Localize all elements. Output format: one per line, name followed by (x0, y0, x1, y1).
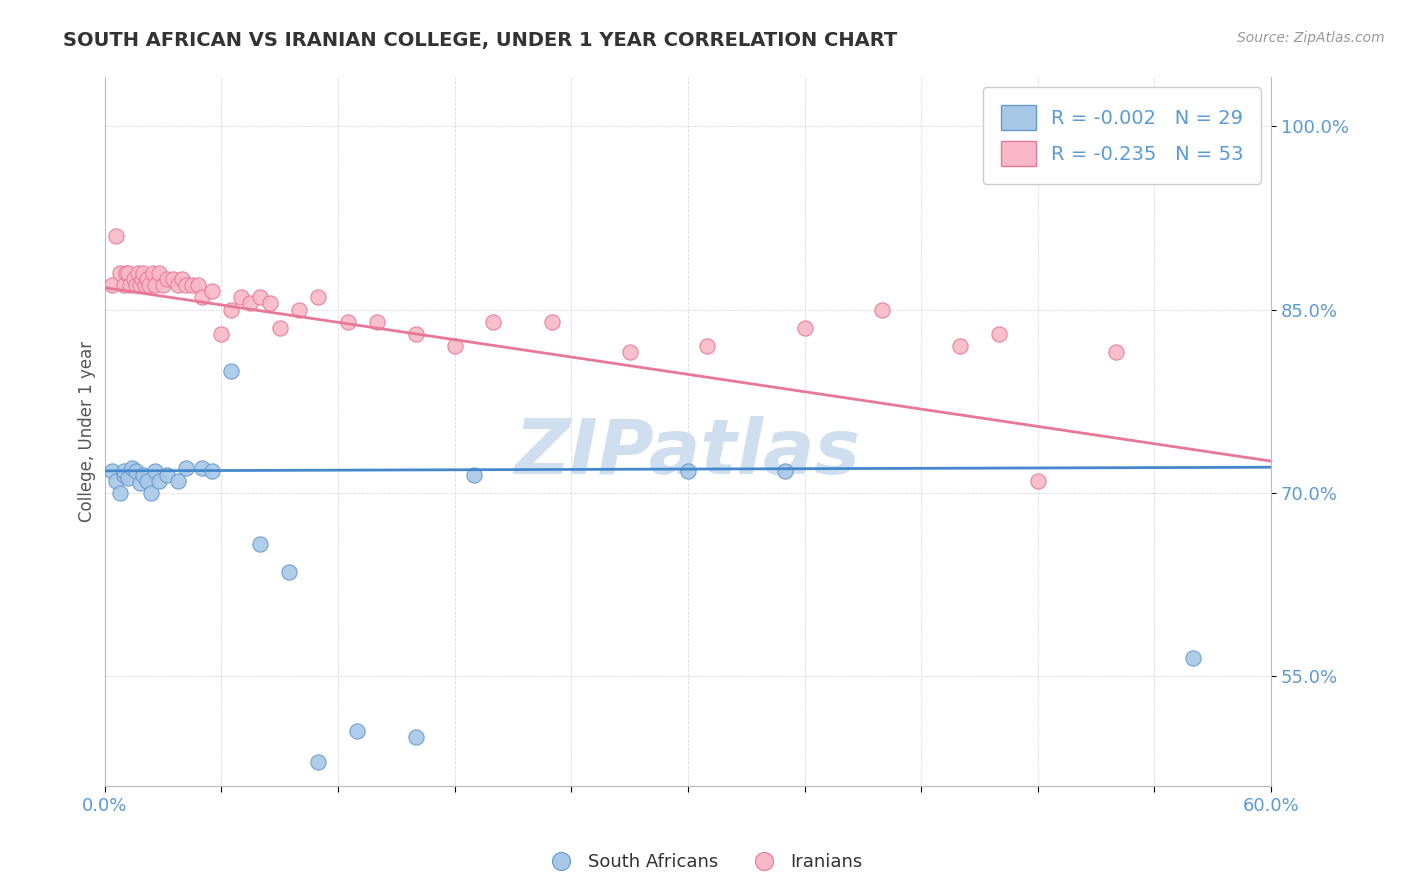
Point (269, 321, 291, 335)
Point (122, 272, 145, 286)
Point (138, 278, 160, 293)
Point (162, 272, 184, 286)
Point (143, 464, 166, 478)
Point (676, 464, 699, 478)
Point (105, 474, 128, 488)
Point (132, 266, 155, 280)
Point (366, 315, 388, 329)
Point (156, 467, 179, 482)
Point (117, 471, 139, 485)
Text: Source: ZipAtlas.com: Source: ZipAtlas.com (1237, 31, 1385, 45)
Point (405, 731, 427, 745)
Point (118, 278, 141, 293)
Point (336, 315, 359, 329)
Point (131, 272, 153, 286)
Point (346, 724, 368, 739)
Text: SOUTH AFRICAN VS IRANIAN COLLEGE, UNDER 1 YEAR CORRELATION CHART: SOUTH AFRICAN VS IRANIAN COLLEGE, UNDER … (63, 31, 897, 50)
Point (191, 461, 214, 475)
Point (101, 278, 124, 293)
Point (101, 464, 124, 478)
Point (134, 278, 156, 293)
Point (278, 566, 301, 580)
Point (136, 474, 159, 488)
Point (125, 278, 148, 293)
Point (405, 326, 427, 341)
Point (142, 266, 165, 280)
Point (219, 302, 242, 317)
Point (1104, 345, 1126, 359)
Point (463, 467, 485, 482)
Point (259, 296, 281, 310)
Point (174, 461, 197, 475)
Point (987, 326, 1010, 341)
Point (872, 302, 894, 317)
Point (108, 486, 131, 500)
Point (200, 285, 222, 299)
Point (219, 364, 242, 378)
Point (793, 321, 815, 335)
Point (108, 266, 131, 280)
Point (141, 486, 163, 500)
Point (696, 339, 718, 353)
Point (136, 272, 159, 286)
Point (200, 464, 222, 478)
Point (191, 290, 214, 304)
Point (172, 272, 194, 286)
Point (112, 278, 135, 293)
Point (128, 476, 150, 491)
Point (1182, 131, 1205, 145)
Point (148, 474, 170, 488)
Point (132, 467, 155, 482)
Point (1026, 474, 1049, 488)
Point (443, 339, 465, 353)
Point (187, 278, 209, 293)
Point (117, 266, 139, 280)
Point (125, 464, 148, 478)
Point (167, 474, 190, 488)
Point (482, 315, 505, 329)
Point (156, 272, 179, 286)
Point (105, 229, 128, 244)
Legend: R = -0.002   N = 29, R = -0.235   N = 53: R = -0.002 N = 29, R = -0.235 N = 53 (983, 87, 1261, 184)
Point (143, 278, 166, 293)
Point (308, 755, 330, 769)
Point (112, 464, 135, 478)
Point (181, 278, 204, 293)
Point (115, 266, 138, 280)
Point (112, 467, 135, 482)
Text: ZIPatlas: ZIPatlas (515, 416, 860, 490)
Point (540, 315, 562, 329)
Point (619, 345, 641, 359)
Point (148, 266, 170, 280)
Point (209, 326, 232, 341)
Point (127, 266, 149, 280)
Point (949, 339, 972, 353)
Point (239, 296, 262, 310)
Point (229, 290, 252, 304)
Point (152, 278, 174, 293)
Legend: South Africans, Iranians: South Africans, Iranians (536, 847, 870, 879)
Point (1182, 650, 1205, 665)
Point (249, 290, 271, 304)
Point (128, 278, 150, 293)
Point (308, 290, 330, 304)
Point (174, 278, 197, 293)
Point (288, 302, 311, 317)
Point (773, 464, 796, 478)
Point (121, 461, 143, 475)
Y-axis label: College, Under 1 year: College, Under 1 year (79, 342, 96, 523)
Point (249, 537, 271, 551)
Point (167, 278, 190, 293)
